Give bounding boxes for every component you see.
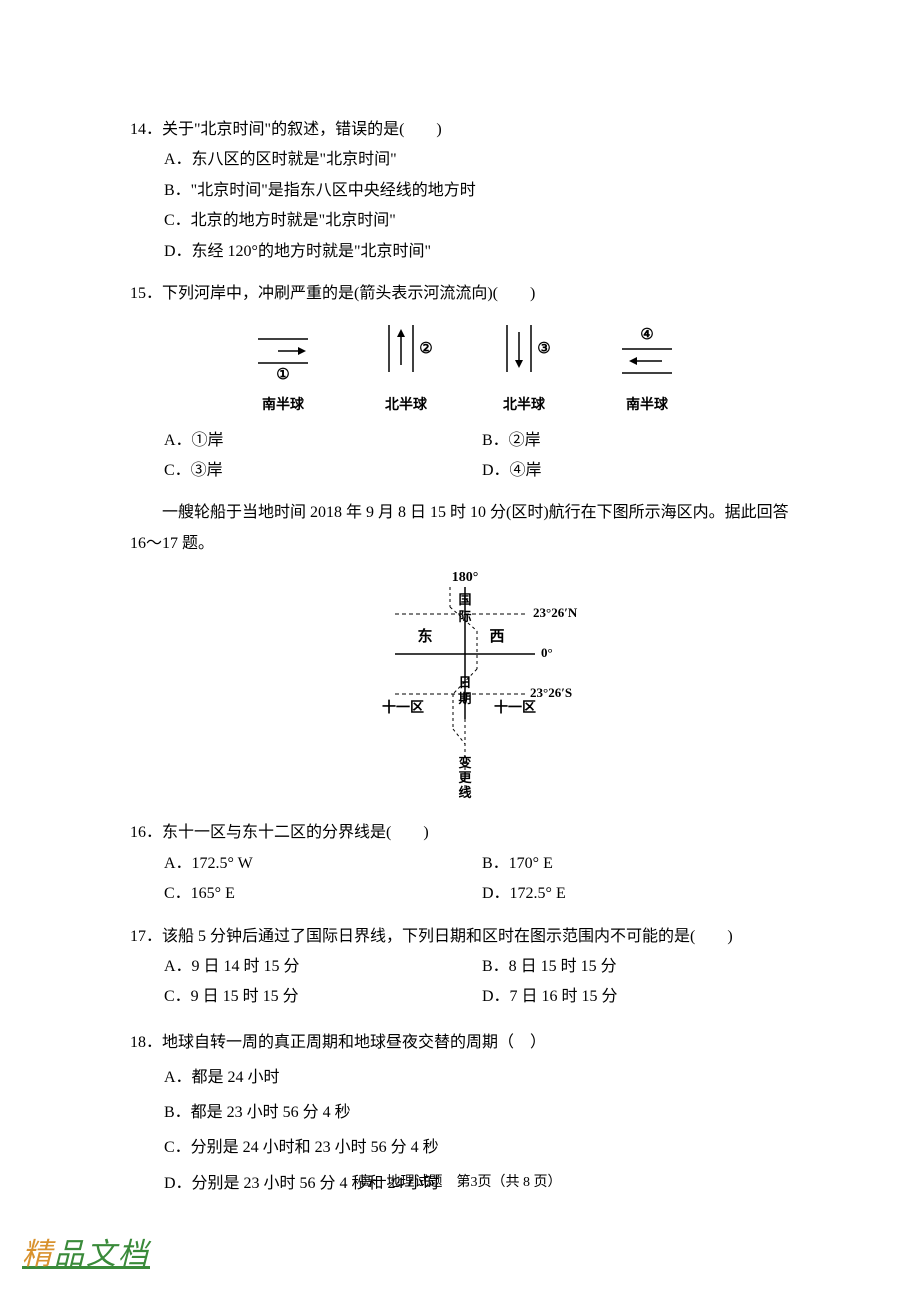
q16-options-row2: C．165° E D．172.5° E [130,879,800,909]
q16-option-b: B．170° E [482,849,800,879]
dia-label-trops: 23°26′S [530,685,572,700]
dia-label-eq: 0° [541,645,553,660]
dia-label-zoneleft: 十一区 [382,699,424,716]
dia-label-tropn: 23°26′N [533,605,578,620]
q15-option-c: C．③岸 [164,456,482,486]
q17-option-b: B．8 日 15 时 15 分 [482,952,800,982]
q15-dia-svg-3: ③ [489,317,559,382]
q15-dia-caption-2: 北半球 [371,393,441,420]
question-14: 14．关于"北京时间"的叙述，错误的是( ) A．东八区的区时就是"北京时间" … [130,115,800,267]
q15-options-row2: C．③岸 D．④岸 [130,456,800,486]
watermark-first: 精 [22,1238,54,1271]
q15-dia-svg-1: ① [243,327,323,382]
q15-dia-item-3: ③ 北半球 [489,317,559,419]
q15-options-row1: A．①岸 B．②岸 [130,426,800,456]
q15-dia-caption-4: 南半球 [607,393,687,420]
q17-option-a: A．9 日 14 时 15 分 [164,952,482,982]
question-17: 17．该船 5 分钟后通过了国际日界线，下列日期和区时在图示范围内不可能的是( … [130,922,800,1013]
q17-options-row2: C．9 日 15 时 15 分 D．7 日 16 时 15 分 [130,982,800,1012]
q15-dia-caption-1: 南半球 [243,393,323,420]
q16-option-c: C．165° E [164,879,482,909]
q14-option-b: B．"北京时间"是指东八区中央经线的地方时 [164,176,800,206]
svg-text:③: ③ [537,341,550,357]
q16-number: 16． [130,824,162,841]
q15-option-b: B．②岸 [482,426,800,456]
q15-dia-caption-3: 北半球 [489,393,559,420]
q14-option-c: C．北京的地方时就是"北京时间" [164,206,800,236]
dia-label-west: 西 [489,628,504,645]
q17-option-c: C．9 日 15 时 15 分 [164,982,482,1012]
svg-text:线: 线 [458,785,471,799]
q15-dia-svg-2: ② [371,317,441,382]
question-16: 16．东十一区与东十二区的分界线是( ) A．172.5° W B．170° E… [130,818,800,909]
q15-number: 15． [130,285,162,302]
q17-number: 17． [130,928,162,945]
q17-stem: 17．该船 5 分钟后通过了国际日界线，下列日期和区时在图示范围内不可能的是( … [130,922,800,952]
q18-stem: 18．地球自转一周的真正周期和地球昼夜交替的周期（ ） [130,1025,800,1060]
svg-text:更: 更 [458,770,472,785]
q15-stem: 15．下列河岸中，冲刷严重的是(箭头表示河流流向)( ) [130,279,800,309]
svg-text:期: 期 [458,691,471,706]
watermark-rest: 品文档 [54,1238,150,1271]
q18-number: 18． [130,1034,162,1051]
q14-number: 14． [130,121,162,138]
watermark: 精品文档 [22,1226,150,1283]
svg-text:②: ② [419,341,432,357]
q16-option-d: D．172.5° E [482,879,800,909]
dia-label-zoneright: 十一区 [494,699,536,716]
q15-option-d: D．④岸 [482,456,800,486]
svg-text:①: ① [276,367,289,382]
svg-text:变: 变 [458,755,471,770]
q18-option-c: C．分别是 24 小时和 23 小时 56 分 4 秒 [164,1130,800,1165]
svg-text:国: 国 [458,592,471,607]
q16-options-row1: A．172.5° W B．170° E [130,849,800,879]
svg-text:④: ④ [640,327,653,343]
q14-option-a: A．东八区的区时就是"北京时间" [164,145,800,175]
q14-stem: 14．关于"北京时间"的叙述，错误的是( ) [130,115,800,145]
q17-options-row1: A．9 日 14 时 15 分 B．8 日 15 时 15 分 [130,952,800,982]
q16-option-a: A．172.5° W [164,849,482,879]
q15-dia-item-2: ② 北半球 [371,317,441,419]
q14-option-d: D．东经 120°的地方时就是"北京时间" [164,237,800,267]
q15-dia-svg-4: ④ [607,327,687,382]
page-footer: 高一地理试题 第3页（共 8 页） [0,1170,920,1197]
dia-label-east: 东 [417,627,432,645]
q17-option-d: D．7 日 16 时 15 分 [482,982,800,1012]
q15-dia-item-1: ① 南半球 [243,327,323,419]
svg-text:日: 日 [458,675,471,690]
q15-dia-item-4: ④ 南半球 [607,327,687,419]
q15-option-a: A．①岸 [164,426,482,456]
question-15: 15．下列河岸中，冲刷严重的是(箭头表示河流流向)( ) ① 南半球 ② 北半球 [130,279,800,486]
q18-option-a: A．都是 24 小时 [164,1060,800,1095]
diagram-16-17: 180° 东 西 23°26′N 0° 23°26′S 十一区 十一区 国 际 … [130,569,800,810]
dia-label-180: 180° [452,570,479,585]
q18-option-b: B．都是 23 小时 56 分 4 秒 [164,1095,800,1130]
svg-text:际: 际 [458,609,471,624]
q15-diagram: ① 南半球 ② 北半球 ③ 北半球 [130,317,800,419]
q16-stem: 16．东十一区与东十二区的分界线是( ) [130,818,800,848]
q14-options: A．东八区的区时就是"北京时间" B．"北京时间"是指东八区中央经线的地方时 C… [130,145,800,267]
context-16-17: 一艘轮船于当地时间 2018 年 9 月 8 日 15 时 10 分(区时)航行… [130,498,800,559]
diagram-16-17-svg: 180° 东 西 23°26′N 0° 23°26′S 十一区 十一区 国 际 … [325,569,605,799]
